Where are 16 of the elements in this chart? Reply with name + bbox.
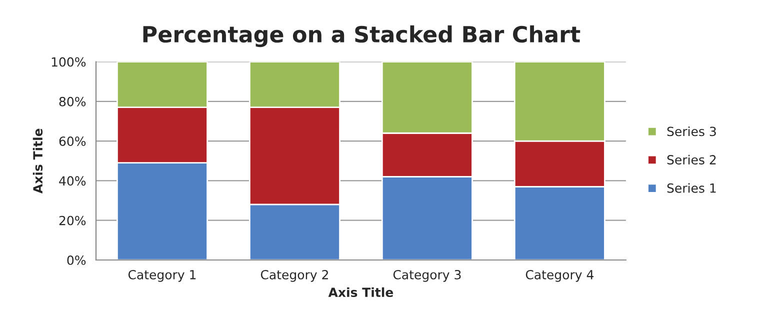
x-tick-label: Category 3 [393, 270, 461, 282]
legend-label: Series 2 [667, 154, 716, 164]
x-tick-label: Category 2 [260, 270, 328, 282]
y-tick-label: 0% [67, 255, 86, 265]
y-tick-label: 80% [59, 96, 86, 106]
y-tick-label: 40% [59, 176, 86, 186]
x-tick-label: Category 1 [128, 270, 196, 282]
y-tick-label: 100% [52, 57, 86, 67]
x-axis-title: Axis Title [328, 287, 394, 298]
x-tick-label: Category 4 [526, 270, 594, 282]
legend-label: Series 3 [667, 126, 716, 136]
chart-title: Percentage on a Stacked Bar Chart [143, 25, 580, 48]
y-axis-title: Axis Title [32, 128, 43, 194]
y-tick-label: 20% [59, 216, 86, 226]
y-tick-label: 60% [59, 136, 86, 146]
legend-label: Series 1 [667, 183, 716, 193]
